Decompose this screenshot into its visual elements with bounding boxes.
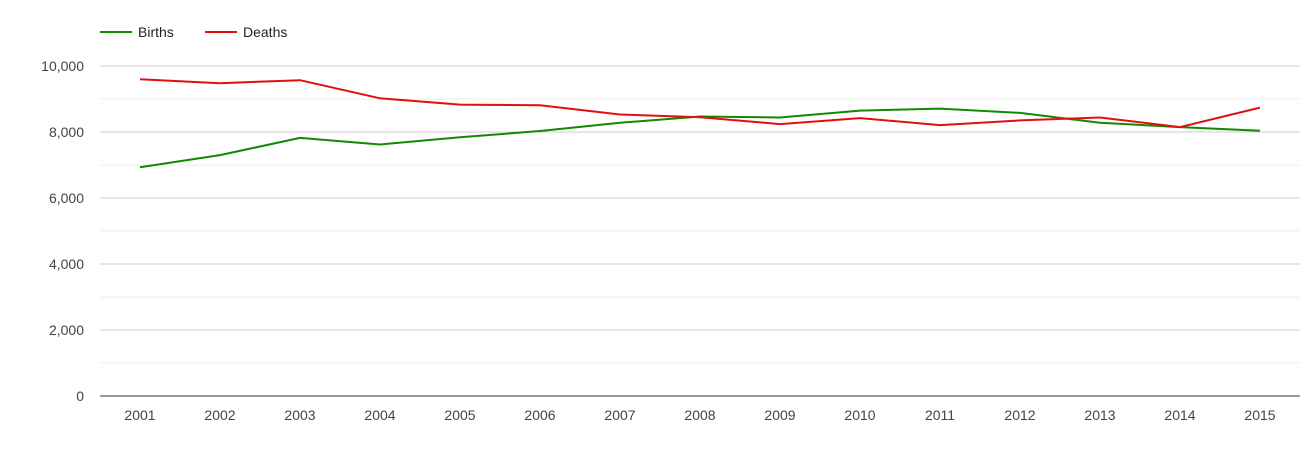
legend: Births Deaths (100, 24, 287, 40)
x-tick-label: 2002 (204, 407, 235, 423)
x-tick-label: 2006 (524, 407, 555, 423)
x-tick-label: 2005 (444, 407, 475, 423)
y-tick-label: 4,000 (49, 256, 84, 272)
x-tick-label: 2001 (124, 407, 155, 423)
x-tick-label: 2004 (364, 407, 395, 423)
x-tick-label: 2013 (1084, 407, 1115, 423)
y-tick-label: 6,000 (49, 190, 84, 206)
legend-label-births: Births (138, 24, 174, 40)
series-lines (139, 78, 1261, 169)
x-tick-label: 2015 (1244, 407, 1275, 423)
x-tick-label: 2011 (925, 407, 955, 423)
y-tick-label: 8,000 (49, 124, 84, 140)
x-tick-label: 2007 (604, 407, 635, 423)
y-tick-label: 0 (76, 388, 84, 404)
x-tick-label: 2012 (1004, 407, 1035, 423)
y-tick-label: 2,000 (49, 322, 84, 338)
y-axis-ticks: 0 2,000 4,000 6,000 8,000 10,000 (41, 58, 84, 404)
x-axis-ticks: 2001 2002 2003 2004 2005 2006 2007 2008 2009 2010… (124, 407, 1275, 423)
x-tick-label: 2008 (684, 407, 715, 423)
series-line-deaths (139, 78, 1261, 129)
gridlines (100, 65, 1300, 364)
x-tick-label: 2009 (764, 407, 795, 423)
x-tick-label: 2003 (284, 407, 315, 423)
x-tick-label: 2010 (844, 407, 875, 423)
y-tick-label: 10,000 (41, 58, 84, 74)
legend-label-deaths: Deaths (243, 24, 287, 40)
x-tick-label: 2014 (1164, 407, 1195, 423)
